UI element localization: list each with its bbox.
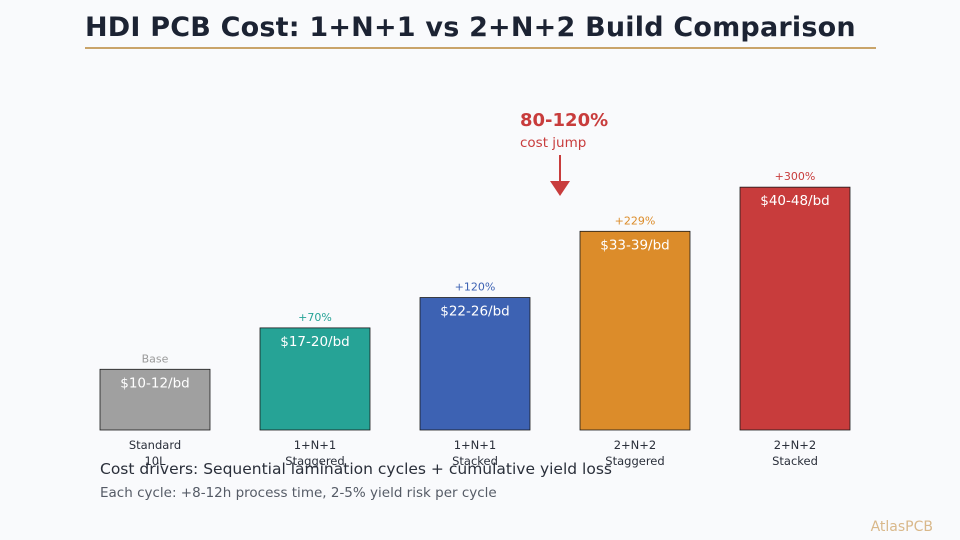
x-tick-label: Standard 10L (129, 438, 181, 468)
bar-increase-label: Base (142, 352, 169, 365)
bar-increase-label: +300% (775, 170, 816, 183)
bar-increase-label: +229% (615, 214, 656, 227)
brand-watermark: AtlasPCB (870, 519, 933, 535)
callout-arrow-head (550, 181, 570, 196)
bar (739, 186, 851, 431)
bar-value-label: $10-12/bd (120, 375, 190, 391)
callout-subtext: cost jump (520, 135, 587, 151)
bar-increase-label: +120% (455, 281, 496, 294)
bar-value-label: $17-20/bd (280, 334, 350, 350)
chart-title: HDI PCB Cost: 1+N+1 vs 2+N+2 Build Compa… (85, 12, 856, 43)
cost-drivers-note: Cost drivers: Sequential lamination cycl… (100, 460, 612, 478)
x-tick-label: 1+N+1 Stacked (452, 438, 498, 468)
bar-value-label: $22-26/bd (440, 304, 510, 320)
bar (579, 230, 691, 431)
bar (259, 327, 371, 431)
callout-headline: 80-120% (520, 110, 609, 131)
x-tick-label: 2+N+2 Staggered (605, 438, 664, 468)
x-tick-label: 1+N+1 Staggered (285, 438, 344, 468)
bar-value-label: $40-48/bd (760, 193, 830, 209)
x-tick-label: 2+N+2 Stacked (772, 438, 818, 468)
bar-increase-label: +70% (298, 311, 332, 324)
title-underline (85, 47, 876, 49)
bar-value-label: $33-39/bd (600, 237, 670, 253)
bar (419, 297, 531, 431)
bar (99, 368, 211, 431)
cycle-note: Each cycle: +8-12h process time, 2-5% yi… (100, 485, 497, 501)
